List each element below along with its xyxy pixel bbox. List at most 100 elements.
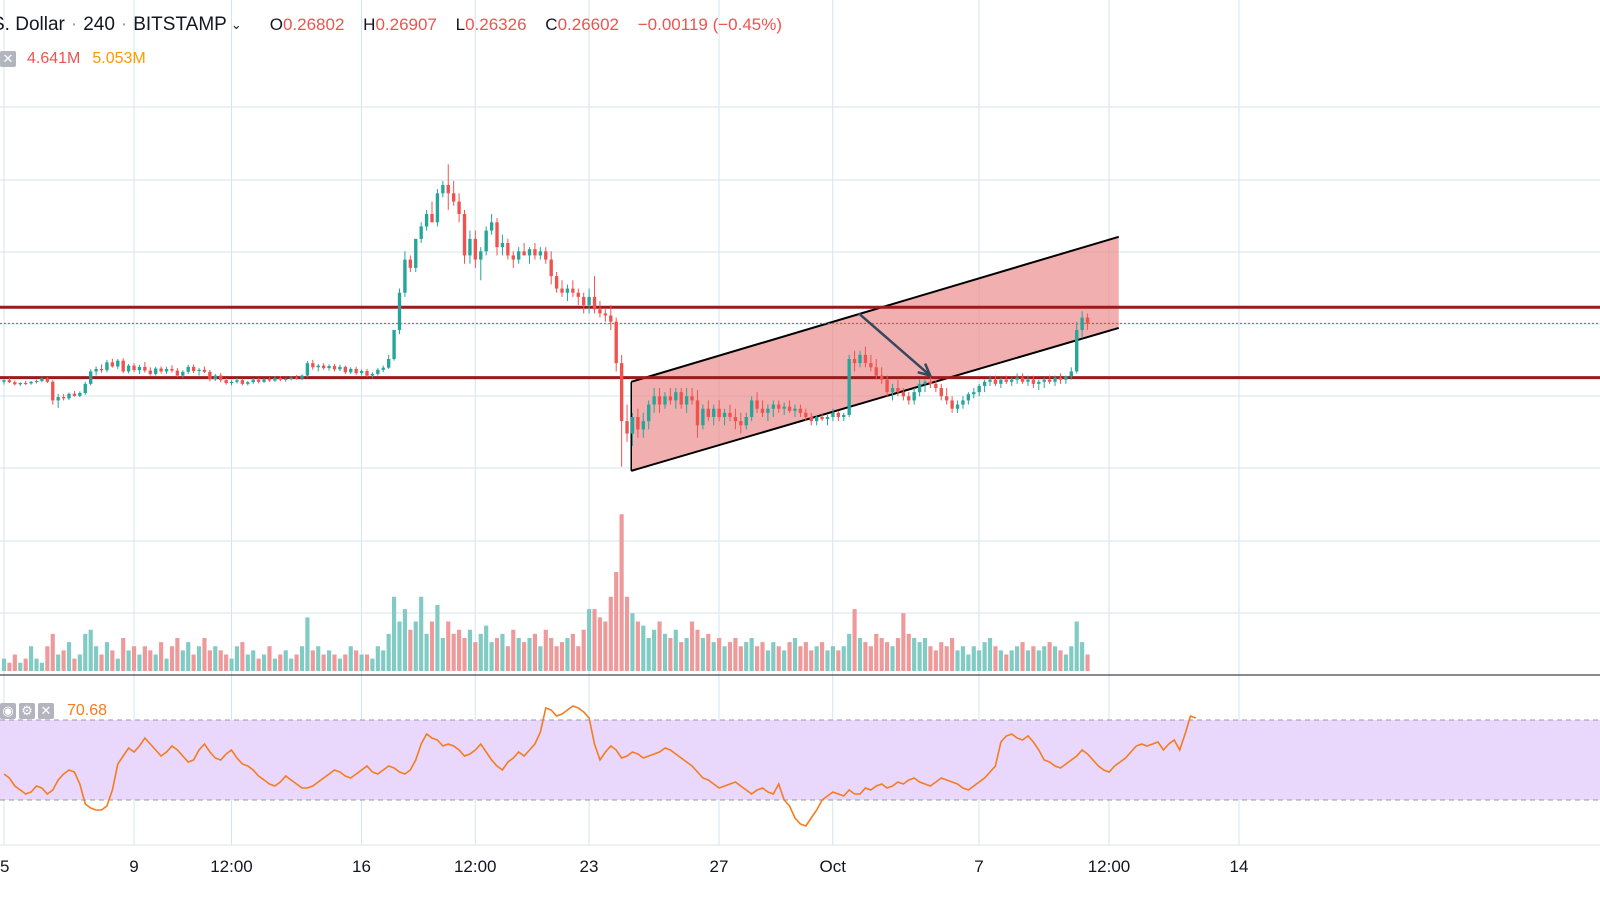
candle-body	[202, 369, 207, 372]
volume-bar	[955, 650, 960, 671]
volume-bar	[278, 654, 283, 671]
time-axis[interactable]: 5 9 12:00 16 12:00 23 27 Oct 7 12:00 14	[0, 857, 1248, 876]
volume-bar	[603, 621, 608, 671]
time-tick-label: 14	[1230, 857, 1249, 876]
volume-bar	[944, 646, 949, 671]
volume-bar	[928, 646, 933, 671]
candle-body	[278, 378, 282, 380]
candle-body	[94, 368, 98, 372]
symbol-header[interactable]: S. Dollar · 240 · BITSTAMP ⌄ O0.26802 H0…	[0, 12, 796, 38]
candle-body	[901, 392, 906, 397]
candle-body	[511, 255, 515, 260]
horizontal-levels[interactable]	[0, 305, 1600, 380]
candle-body	[793, 408, 797, 411]
candle-body	[354, 368, 358, 374]
volume-bar	[370, 658, 375, 671]
close-value: 0.26602	[557, 15, 620, 34]
volume-bar	[424, 633, 429, 671]
volume-bar	[1015, 646, 1020, 671]
close-icon[interactable]: ✕	[0, 51, 16, 67]
candle-body	[939, 388, 943, 397]
volume-bar	[500, 633, 505, 671]
candle-body	[386, 359, 391, 368]
gear-icon[interactable]: ⚙	[19, 703, 35, 719]
volume-bar	[12, 654, 17, 671]
candle-body	[652, 396, 656, 405]
candle-body	[1015, 377, 1019, 380]
volume-bar	[825, 650, 830, 671]
candle-body	[110, 362, 115, 367]
volume-bar	[879, 638, 884, 671]
candle-body	[34, 380, 39, 382]
volume-bar	[543, 629, 548, 671]
arrow-head	[917, 363, 933, 378]
candle-body	[284, 378, 288, 380]
candle-body	[749, 400, 754, 417]
candle-body	[917, 383, 922, 393]
candle-body	[321, 365, 326, 369]
volume-bar	[684, 638, 689, 671]
volume-bar	[1085, 654, 1090, 671]
volume-bar	[234, 646, 240, 671]
volume-bar	[619, 514, 624, 671]
open-value: 0.26802	[282, 15, 345, 34]
volume-bar	[532, 633, 538, 671]
candle-body	[235, 380, 239, 382]
candle-body	[143, 366, 147, 371]
candle-body	[229, 381, 234, 384]
volume-bar	[987, 638, 993, 671]
candle-body	[582, 296, 586, 306]
high-value: 0.26907	[375, 15, 437, 34]
volume-bar	[115, 658, 120, 671]
volume-bar	[754, 646, 760, 671]
ascending-channel[interactable]	[630, 235, 1120, 472]
candle-body	[1026, 379, 1030, 382]
symbol-name[interactable]: S. Dollar	[0, 14, 65, 35]
candle-body	[771, 404, 775, 409]
volume-bar	[554, 646, 559, 671]
volume-bar	[527, 638, 532, 671]
close-icon[interactable]: ✕	[38, 703, 54, 719]
volume-bar	[874, 633, 879, 671]
candle-body	[137, 366, 142, 371]
volume-bar	[131, 646, 137, 671]
volume-bar	[289, 658, 294, 671]
volume-bar	[159, 642, 164, 671]
volume-bar	[196, 646, 202, 671]
candle-body	[126, 365, 131, 372]
eye-icon[interactable]: ◉	[0, 703, 16, 719]
candle-body	[484, 230, 488, 252]
volume-bar	[917, 642, 922, 671]
volume-bar	[912, 638, 917, 671]
candle-body	[289, 377, 293, 379]
volume-bar	[484, 625, 489, 671]
time-tick-label: 12:00	[210, 857, 253, 876]
volume-bar	[180, 650, 185, 671]
candle-body	[636, 417, 640, 430]
volume-bar	[1080, 642, 1085, 671]
interval-label[interactable]: 240	[83, 14, 115, 35]
candle-body	[809, 417, 813, 422]
volume-bar	[310, 650, 315, 671]
candle-body	[852, 359, 857, 364]
volume-bar	[641, 625, 646, 671]
candle-body	[538, 251, 543, 256]
volume-bar	[597, 617, 603, 671]
volume-bar	[364, 654, 370, 671]
candle-body	[224, 380, 228, 384]
volume-bar	[391, 596, 397, 671]
open-key: O	[269, 15, 283, 34]
volume-bar	[630, 613, 635, 671]
candle-body	[181, 371, 185, 376]
candle-body	[61, 397, 66, 399]
projection-arrow[interactable]	[857, 312, 933, 378]
candle-body	[549, 259, 553, 277]
volume-bar	[375, 646, 380, 671]
volume-bar	[1069, 646, 1074, 671]
candle-body	[251, 379, 255, 383]
candle-body	[370, 373, 375, 376]
candle-body	[159, 368, 163, 372]
chevron-down-icon[interactable]: ⌄	[230, 17, 242, 32]
time-tick-label: 12:00	[454, 857, 497, 876]
candle-body	[273, 378, 277, 381]
